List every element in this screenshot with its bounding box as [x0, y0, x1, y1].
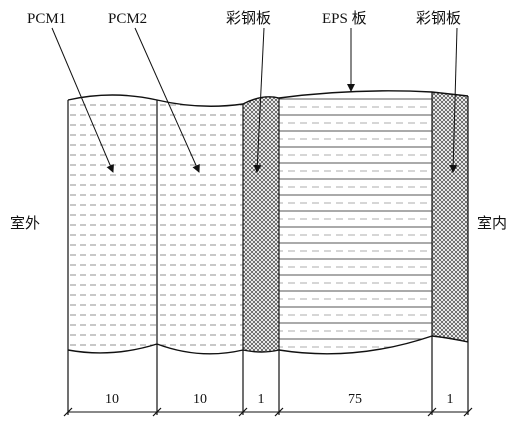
label-pcm2: PCM2	[108, 11, 147, 27]
layer-pcm2	[157, 100, 243, 354]
label-steel-plate-2: 彩钢板	[416, 9, 461, 27]
dimension-steel-plate-2: 1	[447, 392, 454, 407]
layer-pcm1	[68, 95, 157, 353]
label-pcm1: PCM1	[27, 11, 66, 27]
dimension-pcm1: 10	[105, 392, 119, 407]
layer-steel-plate-2	[432, 92, 468, 342]
label-inside: 室内	[477, 215, 507, 232]
leader-lines	[51, 27, 458, 173]
label-outside: 室外	[10, 215, 40, 232]
layer-boundaries	[67, 92, 469, 415]
label-steel-plate-1: 彩钢板	[226, 9, 271, 27]
layer-steel-plate-1	[243, 96, 279, 352]
dimension-steel-plate-1: 1	[258, 392, 265, 407]
dimension-pcm2: 10	[193, 392, 207, 407]
layer-eps-board	[279, 90, 432, 354]
dimension-ticks	[63, 407, 473, 417]
label-eps-board: EPS 板	[322, 9, 367, 27]
dimension-eps-board: 75	[348, 392, 362, 407]
